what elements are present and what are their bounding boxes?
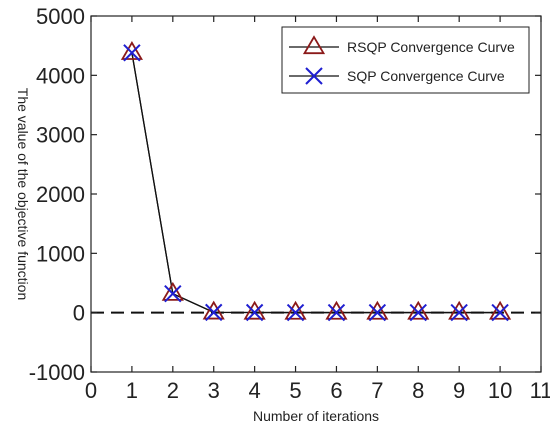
rsqp-point <box>284 300 307 320</box>
x-tick-label: 5 <box>289 378 301 403</box>
rsqp-point <box>366 300 389 320</box>
x-tick-label: 6 <box>330 378 342 403</box>
y-tick-label: -1000 <box>29 360 85 385</box>
rsqp-point <box>489 300 512 320</box>
sqp-point <box>368 303 387 322</box>
x-tick-label: 4 <box>249 378 261 403</box>
x-tick-label: 1 <box>126 378 138 403</box>
x-tick-label: 10 <box>488 378 512 403</box>
y-tick-label: 3000 <box>36 123 85 148</box>
x-tick-label: 0 <box>85 378 97 403</box>
legend-label-rsqp: RSQP Convergence Curve <box>347 39 515 55</box>
legend-marker-triangle <box>302 35 326 55</box>
rsqp-point <box>202 300 225 320</box>
y-tick-label: 4000 <box>36 63 85 88</box>
rsqp-point <box>120 41 143 60</box>
y-axis-title: The value of the objective function <box>15 88 31 300</box>
rsqp-point <box>161 281 184 301</box>
y-tick-label: 1000 <box>36 241 85 266</box>
x-tick-label: 3 <box>208 378 220 403</box>
sqp-point <box>491 303 509 322</box>
series-layer <box>120 41 512 322</box>
legend-marker-x <box>305 67 323 85</box>
sqp-point <box>205 303 223 322</box>
y-tick-label: 5000 <box>36 4 85 29</box>
y-tick-label: 2000 <box>36 182 85 207</box>
legend-label-sqp: SQP Convergence Curve <box>347 68 505 84</box>
x-tick-label: 2 <box>167 378 179 403</box>
rsqp-point <box>448 300 471 320</box>
x-tick-label: 11 <box>530 378 550 403</box>
legend: RSQP Convergence Curve SQP Convergence C… <box>281 26 530 94</box>
x-tick-label: 9 <box>453 378 465 403</box>
legend-box <box>281 26 530 94</box>
sqp-point <box>123 44 141 62</box>
rsqp-point <box>243 300 266 320</box>
x-tick-label: 8 <box>412 378 424 403</box>
rsqp-point <box>407 300 430 320</box>
series-line-sqp <box>131 52 501 314</box>
rsqp-point <box>325 300 348 320</box>
sqp-point <box>409 303 427 322</box>
sqp-point <box>327 303 346 322</box>
sqp-point <box>286 303 305 322</box>
x-tick-label: 7 <box>371 378 383 403</box>
sqp-point <box>450 303 468 322</box>
y-tick-label: 0 <box>73 301 85 326</box>
x-axis-title: Number of iterations <box>253 408 379 424</box>
sqp-point <box>164 284 182 303</box>
sqp-point <box>245 303 264 322</box>
